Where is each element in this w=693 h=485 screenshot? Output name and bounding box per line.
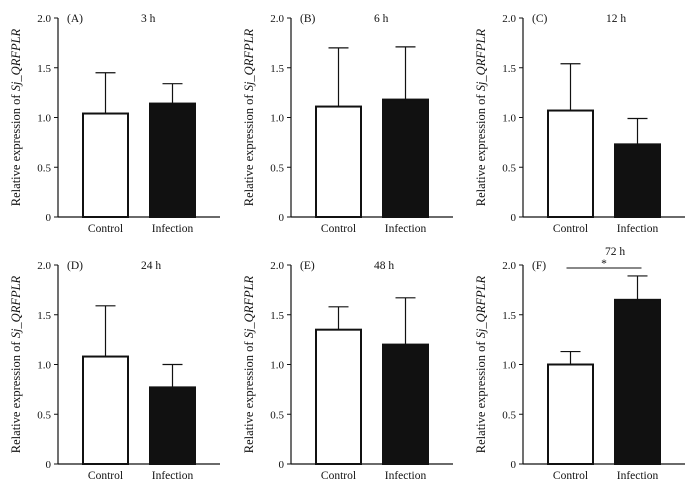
y-axis-label: Relative expression of Sj_QRFPLR — [242, 28, 256, 206]
panel-time: 48 h — [374, 260, 394, 272]
bar-infection — [614, 298, 661, 466]
x-category-label: Infection — [152, 470, 194, 482]
y-axis-label-prefix: Relative expression of — [242, 91, 256, 206]
y-tick-label: 0 — [511, 459, 517, 471]
panel-letter: (E) — [300, 260, 315, 272]
y-tick-label: 0.5 — [37, 409, 51, 421]
x-category-label: Control — [88, 223, 123, 235]
y-tick-label: 0.5 — [502, 162, 516, 174]
y-axis-label: Relative expression of Sj_QRFPLR — [474, 275, 488, 453]
y-tick-label: 1.5 — [502, 63, 516, 75]
y-axis-label: Relative expression of Sj_QRFPLR — [9, 275, 23, 453]
y-axis-label-prefix: Relative expression of — [9, 338, 23, 453]
y-axis-label-prefix: Relative expression of — [474, 91, 488, 206]
x-category-label: Infection — [152, 223, 194, 235]
y-axis-label-gene: Sj_QRFPLR — [9, 28, 23, 91]
x-category-label: Infection — [385, 470, 427, 482]
y-tick-label: 0 — [46, 459, 52, 471]
bar-control — [315, 328, 362, 465]
bar-infection — [382, 98, 429, 218]
panel-letter: (C) — [532, 13, 548, 25]
y-tick-label: 0 — [279, 212, 285, 224]
y-tick-label: 1.0 — [502, 360, 516, 372]
y-tick-label: 2.0 — [270, 13, 284, 25]
panel-time: 6 h — [374, 13, 389, 25]
y-tick-label: 1.0 — [37, 113, 51, 125]
y-tick-label: 1.0 — [502, 113, 516, 125]
y-tick-label: 2.0 — [270, 260, 284, 272]
panel-letter: (D) — [67, 260, 83, 272]
y-axis-label-gene: Sj_QRFPLR — [9, 275, 23, 338]
y-tick-label: 0.5 — [502, 409, 516, 421]
y-axis-label-gene: Sj_QRFPLR — [242, 275, 256, 338]
y-axis-label: Relative expression of Sj_QRFPLR — [474, 28, 488, 206]
y-axis-label-prefix: Relative expression of — [474, 338, 488, 453]
y-axis-label-gene: Sj_QRFPLR — [242, 28, 256, 91]
y-tick-label: 1.5 — [270, 310, 284, 322]
y-axis-label-gene: Sj_QRFPLR — [474, 275, 488, 338]
bar-infection — [149, 386, 196, 466]
bar-infection — [149, 102, 196, 218]
chart-panel-6: 0 0.5 1.0 1.5 2.0 Relative expression of Sj_Q… — [474, 246, 685, 482]
y-tick-label: 2.0 — [37, 13, 51, 25]
y-tick-label: 0 — [511, 212, 517, 224]
y-tick-label: 2.0 — [37, 260, 51, 272]
y-tick-label: 1.5 — [270, 63, 284, 75]
chart-panel-3: 0 0.5 1.0 1.5 2.0 Relative expression of Sj_Q… — [474, 13, 685, 235]
panel-time: 12 h — [606, 13, 626, 25]
x-category-label: Control — [321, 470, 356, 482]
y-tick-label: 1.5 — [37, 310, 51, 322]
y-tick-label: 0 — [46, 212, 52, 224]
y-tick-label: 2.0 — [502, 13, 516, 25]
bar-control — [82, 112, 129, 218]
bar-control — [82, 355, 129, 466]
panel-letter: (B) — [300, 13, 316, 25]
y-tick-label: 1.0 — [270, 360, 284, 372]
bar-control — [547, 363, 594, 465]
x-category-label: Control — [553, 223, 588, 235]
chart-panel-2: 0 0.5 1.0 1.5 2.0 Relative expression of Sj_Q… — [242, 13, 453, 235]
y-tick-label: 0.5 — [37, 162, 51, 174]
x-category-label: Control — [88, 470, 123, 482]
y-tick-label: 1.5 — [37, 63, 51, 75]
bar-control — [315, 105, 362, 218]
x-category-label: Control — [553, 470, 588, 482]
y-axis-label: Relative expression of Sj_QRFPLR — [9, 28, 23, 206]
y-tick-label: 1.0 — [37, 360, 51, 372]
x-category-label: Infection — [617, 223, 659, 235]
chart-panel-1: 0 0.5 1.0 1.5 2.0 Relative expression of Sj_Q… — [9, 13, 220, 235]
panel-letter: (F) — [532, 260, 546, 272]
chart-panel-5: 0 0.5 1.0 1.5 2.0 Relative expression of Sj_Q… — [242, 260, 453, 482]
y-axis-label-prefix: Relative expression of — [242, 338, 256, 453]
y-tick-label: 1.0 — [270, 113, 284, 125]
panel-time: 24 h — [141, 260, 161, 272]
x-category-label: Control — [321, 223, 356, 235]
y-axis-label: Relative expression of Sj_QRFPLR — [242, 275, 256, 453]
bar-infection — [614, 143, 661, 219]
bar-infection — [382, 343, 429, 466]
y-tick-label: 0 — [279, 459, 285, 471]
significance-marker: * — [601, 258, 607, 270]
y-axis-label-prefix: Relative expression of — [9, 91, 23, 206]
x-category-label: Infection — [385, 223, 427, 235]
panel-letter: (A) — [67, 13, 83, 25]
y-tick-label: 0.5 — [270, 162, 284, 174]
panel-time: 3 h — [141, 13, 156, 25]
y-tick-label: 2.0 — [502, 260, 516, 272]
y-axis-label-gene: Sj_QRFPLR — [474, 28, 488, 91]
bar-control — [547, 109, 594, 218]
panel-time: 72 h — [605, 246, 625, 258]
x-category-label: Infection — [617, 470, 659, 482]
y-tick-label: 0.5 — [270, 409, 284, 421]
y-tick-label: 1.5 — [502, 310, 516, 322]
chart-panel-4: 0 0.5 1.0 1.5 2.0 Relative expression of Sj_Q… — [9, 260, 220, 482]
